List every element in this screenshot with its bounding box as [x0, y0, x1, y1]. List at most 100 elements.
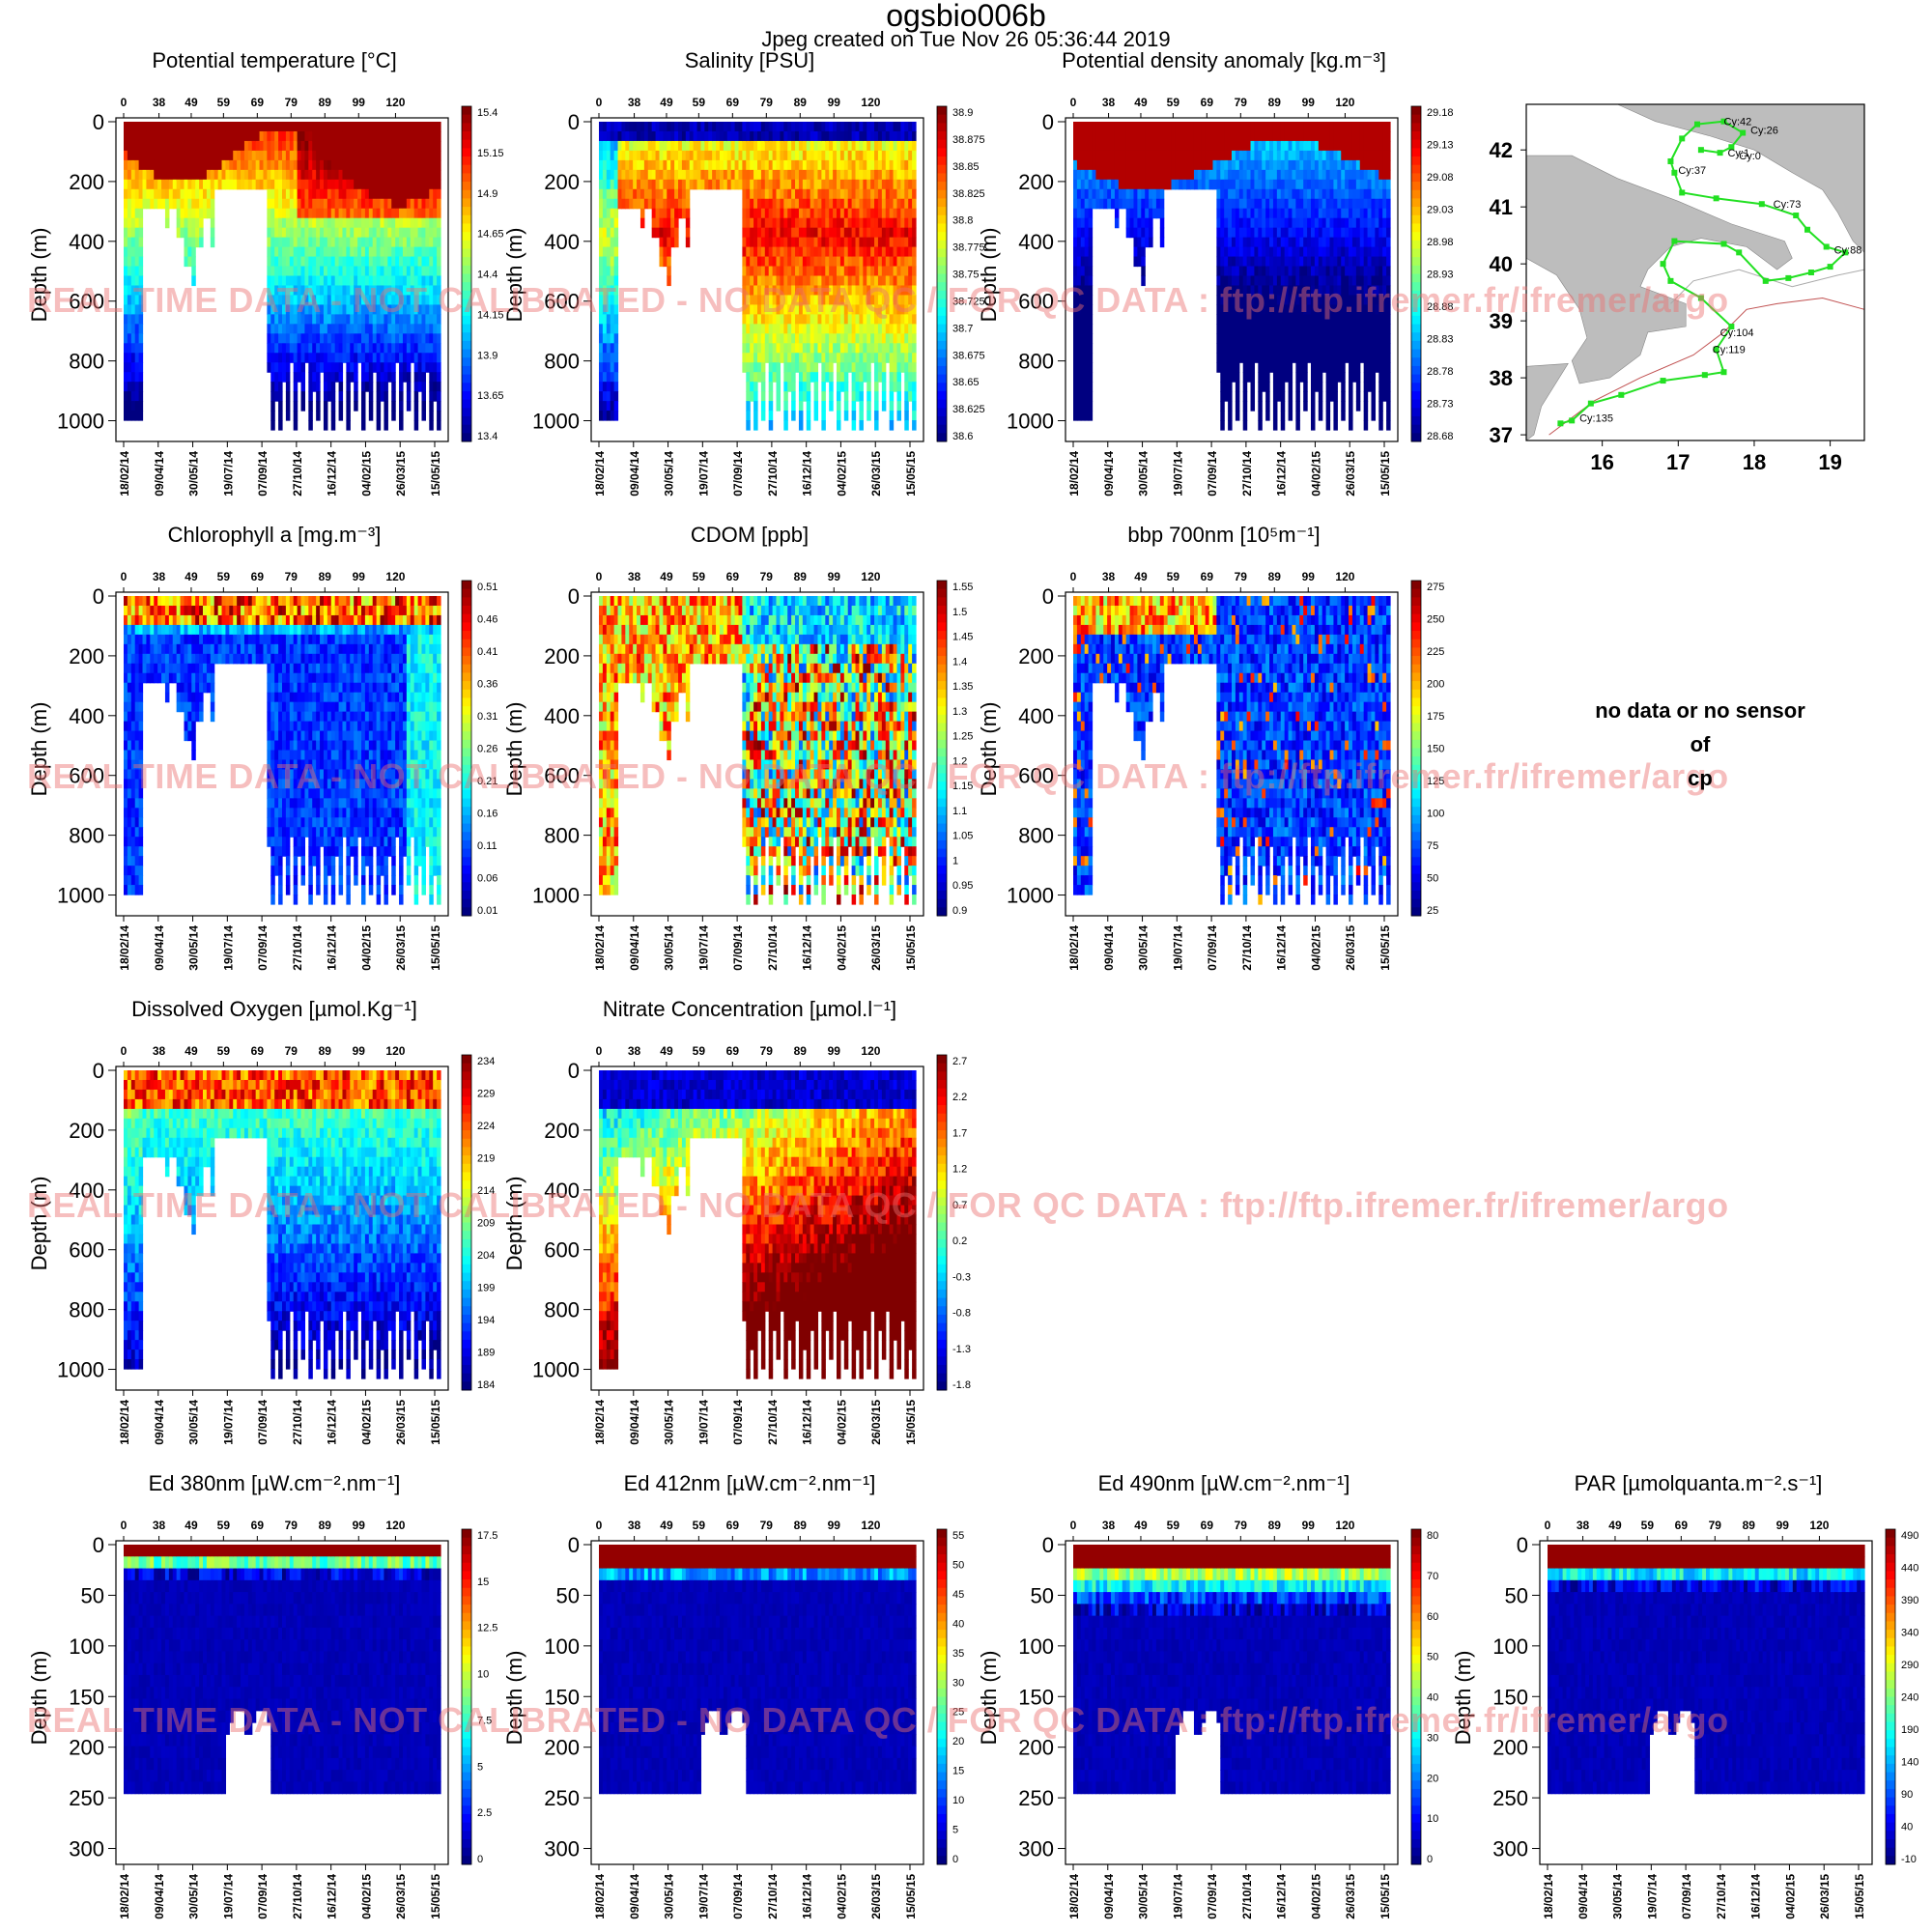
- heatmap-cell: [617, 150, 623, 161]
- heatmap-cell: [1137, 150, 1142, 161]
- heatmap-cell: [376, 372, 382, 383]
- heatmap-cell: [791, 188, 796, 200]
- heatmap-cell: [708, 169, 713, 181]
- heatmap-cell: [877, 372, 883, 383]
- heatmap-cell: [138, 237, 144, 248]
- heatmap-cell: [855, 295, 861, 306]
- heatmap-cell: [689, 150, 695, 161]
- heatmap-cell: [406, 372, 412, 383]
- heatmap-cell: [1276, 159, 1282, 171]
- heatmap-cell: [1088, 411, 1094, 421]
- heatmap-cell: [316, 208, 321, 219]
- heatmap-cell: [1238, 130, 1244, 142]
- heatmap-cell: [312, 362, 317, 373]
- heatmap-cell: [241, 140, 245, 152]
- heatmap-cell: [1288, 159, 1293, 171]
- heatmap-cell: [734, 122, 740, 132]
- heatmap-cell: [255, 130, 261, 142]
- heatmap-cell: [1220, 314, 1225, 325]
- heatmap-cell: [124, 391, 128, 402]
- heatmap-cell: [889, 227, 895, 239]
- heatmap-cell: [380, 130, 385, 142]
- heatmap-cell: [368, 140, 374, 152]
- heatmap-cell: [825, 372, 830, 383]
- heatmap-cell: [787, 169, 792, 181]
- heatmap-cell: [199, 188, 204, 200]
- heatmap-cell: [134, 217, 140, 229]
- heatmap-cell: [285, 179, 291, 190]
- bottom-tick-label: 30/05/14: [663, 451, 676, 497]
- heatmap-cell: [376, 159, 382, 171]
- heatmap-cell: [817, 208, 822, 219]
- heatmap-cell: [780, 150, 784, 161]
- heatmap-cell: [1228, 188, 1233, 200]
- heatmap-cell: [320, 150, 325, 161]
- heatmap-cell: [606, 333, 611, 344]
- heatmap-cell: [380, 275, 385, 287]
- heatmap-cell: [361, 179, 366, 190]
- heatmap-cell: [270, 198, 275, 210]
- heatmap-cell: [753, 227, 758, 239]
- heatmap-cell: [282, 188, 287, 200]
- heatmap-cell: [380, 169, 385, 181]
- heatmap-cell: [1276, 333, 1282, 344]
- heatmap-cell: [1152, 150, 1157, 161]
- heatmap-cell: [863, 140, 867, 152]
- heatmap-cell: [395, 256, 400, 268]
- heatmap-cell: [667, 266, 671, 277]
- heatmap-cell: [342, 188, 347, 200]
- heatmap-cell: [851, 256, 857, 268]
- heatmap-cell: [746, 159, 751, 171]
- heatmap-cell: [134, 401, 140, 412]
- heatmap-cell: [900, 343, 905, 354]
- heatmap-cell: [350, 217, 355, 229]
- heatmap-cell: [316, 333, 321, 344]
- heatmap-cell: [161, 179, 166, 190]
- heatmap-cell: [1292, 275, 1296, 287]
- heatmap-cell: [1224, 382, 1229, 392]
- heatmap-cell: [821, 208, 826, 219]
- heatmap-cell: [308, 285, 313, 297]
- heatmap-cell: [1129, 227, 1135, 239]
- heatmap-cell: [425, 295, 430, 306]
- heatmap-cell: [285, 198, 291, 210]
- heatmap-cell: [1276, 179, 1282, 190]
- heatmap-cell: [851, 246, 857, 258]
- heatmap-cell: [787, 343, 792, 354]
- heatmap-cell: [893, 304, 898, 315]
- heatmap-cell: [293, 343, 298, 354]
- heatmap-cell: [829, 188, 834, 200]
- heatmap-cell: [813, 227, 819, 239]
- heatmap-cell: [350, 333, 355, 344]
- heatmap-cell: [380, 362, 385, 373]
- heatmap-cell: [900, 304, 905, 315]
- heatmap-cell: [289, 246, 295, 258]
- heatmap-cell: [1292, 353, 1296, 363]
- heatmap-cell: [659, 208, 664, 219]
- heatmap-cell: [293, 401, 298, 412]
- heatmap-cell: [361, 420, 366, 431]
- heatmap-cell: [621, 140, 626, 152]
- heatmap-cell: [772, 179, 778, 190]
- heatmap-cell: [316, 362, 321, 373]
- heatmap-cell: [904, 314, 909, 325]
- heatmap-cell: [1216, 314, 1221, 325]
- heatmap-cell: [150, 159, 155, 171]
- heatmap-cell: [433, 217, 438, 229]
- heatmap-cell: [837, 246, 841, 258]
- heatmap-cell: [1276, 237, 1282, 248]
- heatmap-cell: [402, 159, 408, 171]
- heatmap-cell: [708, 130, 713, 142]
- heatmap-cell: [1099, 169, 1104, 181]
- heatmap-cell: [399, 208, 404, 219]
- heatmap-cell: [372, 343, 378, 354]
- heatmap-cell: [1272, 372, 1278, 383]
- heatmap-cell: [1303, 122, 1308, 132]
- heatmap-cell: [184, 246, 188, 258]
- heatmap-cell: [368, 246, 374, 258]
- heatmap-cell: [613, 295, 619, 306]
- heatmap-cell: [900, 237, 905, 248]
- heatmap-cell: [1250, 217, 1256, 229]
- top-tick-label: 59: [217, 96, 231, 109]
- heatmap-cell: [659, 198, 664, 210]
